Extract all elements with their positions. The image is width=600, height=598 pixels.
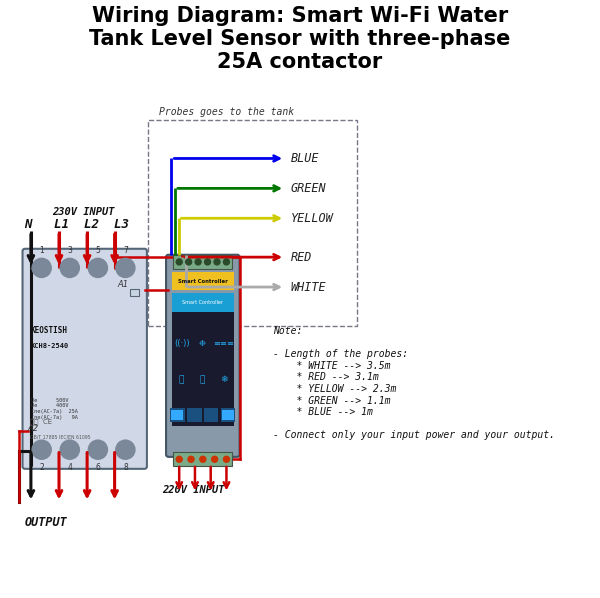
Circle shape: [32, 258, 51, 277]
Text: BLUE: BLUE: [291, 152, 320, 165]
Text: OUTPUT: OUTPUT: [25, 516, 68, 529]
Text: GREEN: GREEN: [291, 182, 326, 195]
Circle shape: [200, 456, 206, 462]
Circle shape: [88, 258, 107, 277]
Text: KCH8-2540: KCH8-2540: [31, 343, 69, 349]
Text: ❄: ❄: [220, 375, 227, 384]
Text: WHITE: WHITE: [291, 280, 326, 294]
Circle shape: [214, 259, 220, 265]
Text: Probes goes to the tank: Probes goes to the tank: [160, 107, 295, 117]
Bar: [173, 452, 232, 466]
Bar: [148, 120, 357, 326]
Bar: [222, 410, 234, 420]
Bar: [130, 289, 139, 296]
Bar: [173, 255, 232, 269]
Bar: [172, 272, 233, 290]
Circle shape: [185, 259, 191, 265]
Circle shape: [176, 259, 182, 265]
Text: 7: 7: [123, 246, 128, 255]
Text: 3: 3: [67, 246, 72, 255]
Text: GB/T 17885 IEC/EN 61095: GB/T 17885 IEC/EN 61095: [30, 435, 91, 440]
Circle shape: [60, 258, 79, 277]
Text: 220V INPUT: 220V INPUT: [163, 486, 225, 495]
Circle shape: [212, 456, 218, 462]
Bar: [172, 300, 233, 426]
Text: Smart Controller: Smart Controller: [178, 279, 228, 283]
Bar: [172, 410, 184, 420]
Text: YELLOW: YELLOW: [291, 212, 334, 225]
Text: Wiring Diagram: Smart Wi-Fi Water
Tank Level Sensor with three-phase
25A contact: Wiring Diagram: Smart Wi-Fi Water Tank L…: [89, 6, 511, 72]
Circle shape: [205, 259, 211, 265]
Bar: [172, 293, 233, 312]
Text: 💧: 💧: [179, 375, 184, 384]
Text: KEOSTISH: KEOSTISH: [31, 326, 68, 335]
Text: 1: 1: [39, 246, 44, 255]
Bar: [170, 408, 185, 422]
Circle shape: [88, 440, 107, 459]
Circle shape: [32, 440, 51, 459]
Circle shape: [223, 259, 229, 265]
Text: ⒸⒺ  CE: ⒸⒺ CE: [30, 419, 52, 425]
Text: 8: 8: [123, 463, 128, 472]
Text: Ue      500V
Ue      400V
Ine(AC-7a)  25A
Ine(AC-7a)   9A: Ue 500V Ue 400V Ine(AC-7a) 25A Ine(AC-7a…: [31, 398, 78, 420]
Text: ❉: ❉: [199, 340, 206, 349]
Circle shape: [188, 456, 194, 462]
Bar: [204, 408, 218, 422]
Text: 2: 2: [39, 463, 44, 472]
Text: RED: RED: [291, 251, 313, 264]
Text: 4: 4: [67, 463, 72, 472]
Circle shape: [116, 440, 135, 459]
Circle shape: [195, 259, 201, 265]
FancyBboxPatch shape: [166, 255, 239, 457]
Text: A1: A1: [118, 280, 129, 289]
Text: Smart Controller: Smart Controller: [182, 300, 223, 305]
Text: ≡≡≡: ≡≡≡: [213, 340, 234, 349]
Text: ((·)): ((·)): [174, 340, 190, 349]
Circle shape: [116, 258, 135, 277]
Text: 230V INPUT: 230V INPUT: [52, 208, 115, 217]
Text: 〇: 〇: [200, 375, 205, 384]
Circle shape: [223, 456, 229, 462]
Circle shape: [60, 440, 79, 459]
Text: Note:

- Length of the probes:
    * WHITE --> 3.5m
    * RED --> 3.1m
    * YEL: Note: - Length of the probes: * WHITE --…: [273, 326, 555, 440]
Bar: [187, 408, 202, 422]
FancyBboxPatch shape: [23, 249, 147, 469]
Bar: [221, 408, 235, 422]
Circle shape: [176, 456, 182, 462]
Text: N   L1  L2  L3: N L1 L2 L3: [24, 218, 129, 231]
Text: 5: 5: [95, 246, 100, 255]
Text: A2: A2: [28, 423, 39, 432]
Text: 6: 6: [95, 463, 100, 472]
